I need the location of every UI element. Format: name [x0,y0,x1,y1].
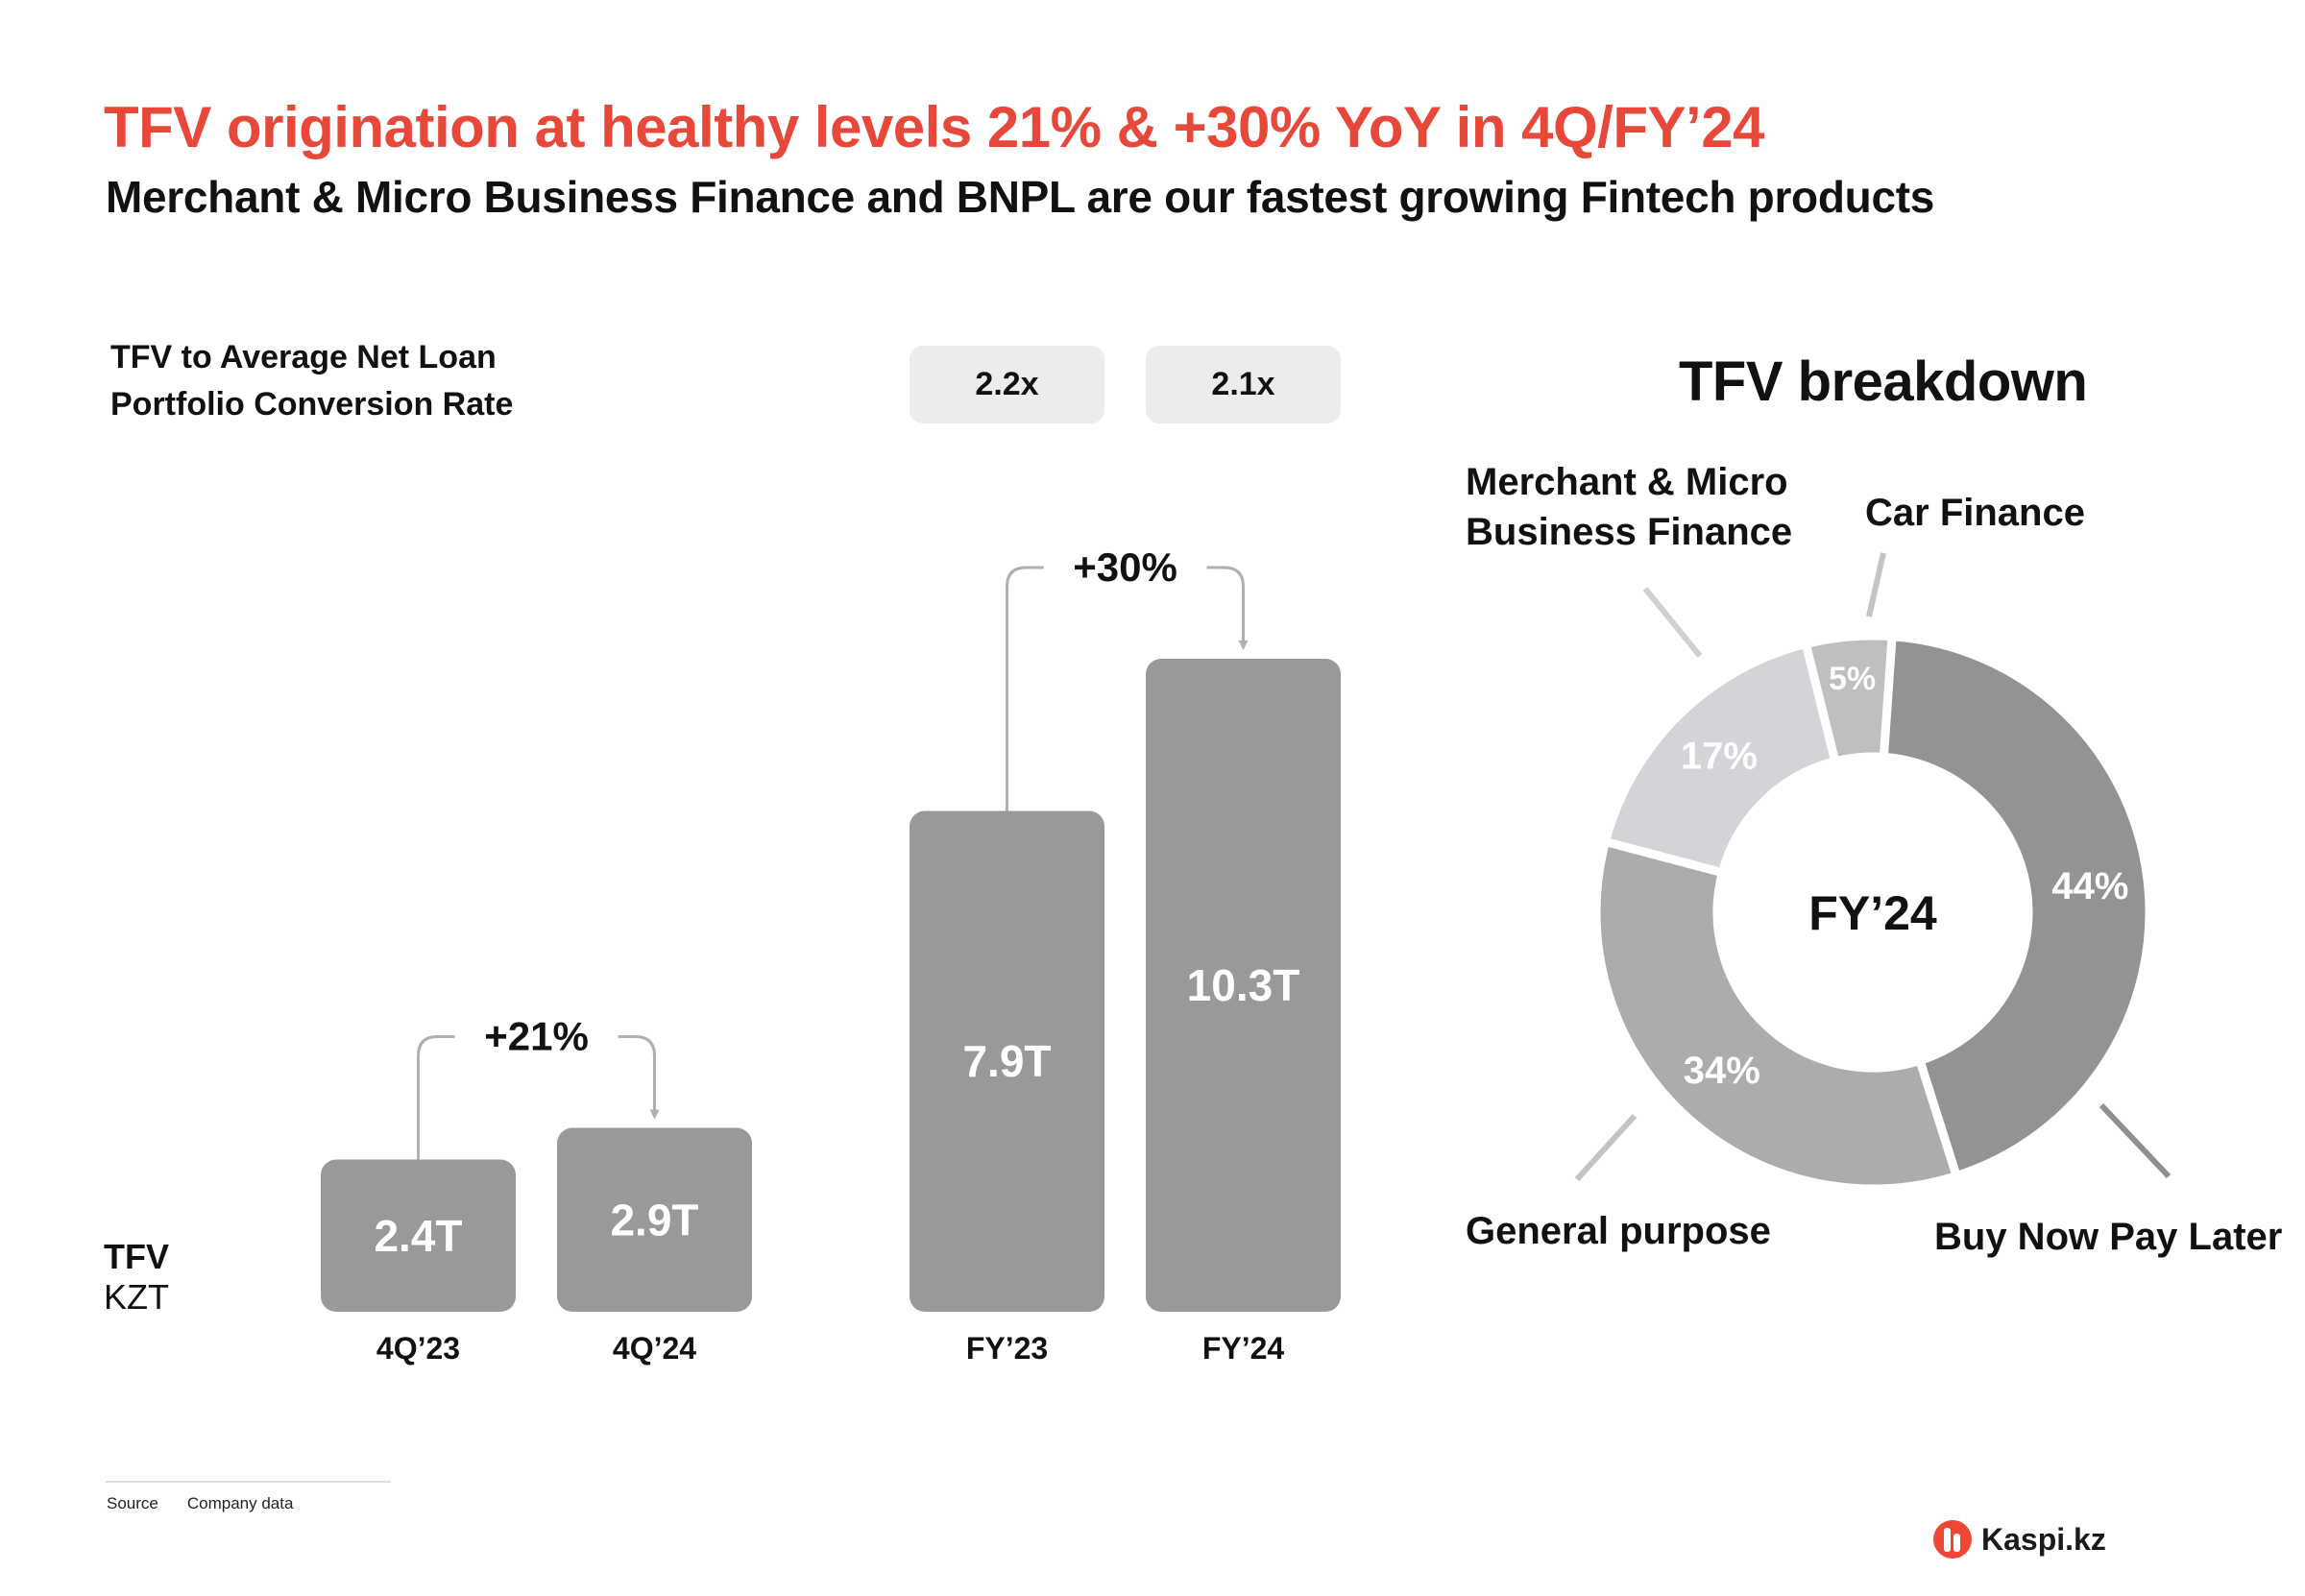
page-subtitle: Merchant & Micro Business Finance and BN… [106,172,1935,222]
growth-arrow-1 [618,1035,660,1120]
conversion-rate-fy23: 2.2x [910,346,1104,423]
slice-label-car-finance: Car Finance [1865,492,2085,534]
growth-bracket-left-2 [1006,566,1044,811]
growth-label-2: +30% [1073,544,1177,590]
slice-general-purpose [1591,836,1961,1194]
slice-label-bnpl: Buy Now Pay Later [1934,1216,2283,1258]
donut-title: TFV breakdown [1679,351,2088,413]
growth-arrow-2 [1206,566,1249,650]
slice-merchant [1601,640,1840,878]
bar-4q24 [557,1127,752,1312]
page-title: TFV origination at healthy levels 21% & … [104,95,1764,159]
conversion-rate-label: TFV to Average Net Loan Portfolio Conver… [110,334,610,428]
x-tick-fy24: FY’24 [1202,1331,1285,1366]
tfv-unit-label: KZT [104,1277,169,1317]
slice-label-merchant-line1: Merchant & Micro [1466,461,1788,503]
slice-label-general-purpose: General purpose [1466,1210,1771,1252]
brand-name: Kaspi.kz [1981,1521,2106,1557]
bar-value-fy24: 10.3T [1187,960,1300,1010]
slice-label-merchant: Merchant & Micro Business Finance [1466,457,1792,557]
leader-line-general-purpose [1574,1113,1638,1182]
slice-value-car-finance: 5% [1829,661,1876,697]
tfv-metric-label: TFV [104,1237,169,1276]
x-tick-4q24: 4Q’24 [613,1331,696,1366]
x-tick-4q23: 4Q’23 [376,1331,460,1366]
brand-logo[interactable]: Kaspi.kz [1933,1520,2106,1559]
conversion-rate-fy24: 2.1x [1146,346,1341,423]
bar-fy24 [1146,659,1341,1312]
slice-value-general-purpose: 34% [1684,1050,1760,1092]
source-label: Source [107,1494,158,1512]
slice-label-merchant-line2: Business Finance [1466,511,1793,553]
growth-bracket-left-1 [417,1035,455,1160]
x-tick-fy23: FY’23 [966,1331,1048,1366]
leader-line-car-finance [1866,552,1886,617]
donut-center-label: FY’24 [1808,886,1937,940]
source-divider [106,1481,391,1483]
tfv-bar-chart: 2.4T 4Q’23 2.9T 4Q’24 7.9T FY’23 10.3T FY’24 +21… [321,544,1341,1366]
bar-4q23 [321,1159,516,1312]
growth-label-1: +21% [484,1014,589,1059]
slice-bnpl [1879,632,2154,1181]
kaspi-logo-icon [1933,1520,1972,1559]
conversion-rate-label-line2: Portfolio Conversion Rate [110,386,514,423]
slice-value-merchant: 17% [1681,736,1758,778]
leader-line-bnpl [2099,1102,2172,1179]
bar-value-fy23: 7.9T [962,1036,1051,1086]
source-value: Company data [186,1494,294,1512]
source-note: Source Company data [107,1494,293,1513]
conversion-rate-label-line1: TFV to Average Net Loan [110,339,497,375]
bar-fy23 [910,810,1104,1312]
leader-line-merchant [1642,587,1703,658]
bar-value-4q23: 2.4T [374,1211,462,1261]
tfv-breakdown-donut: 44% 34% 17% 5% FY’24 [1591,631,2154,1194]
bar-value-4q24: 2.9T [610,1195,698,1245]
slice-car-finance [1801,631,1897,766]
tfv-axis-label: TFV KZT [104,1237,169,1318]
slice-value-bnpl: 44% [2051,865,2128,907]
